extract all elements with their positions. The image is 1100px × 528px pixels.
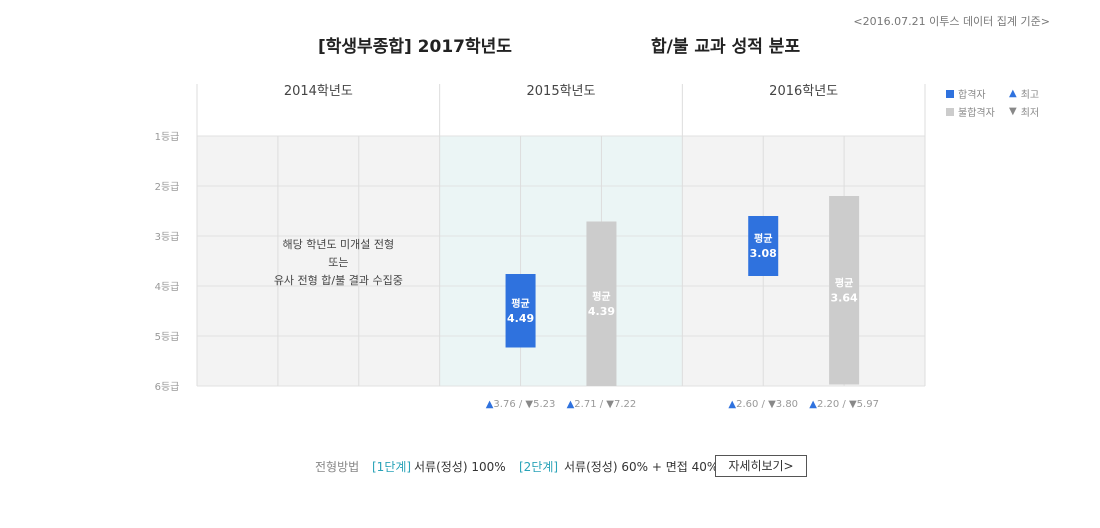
- legend-fail-label: 불합격자: [958, 108, 995, 119]
- avg-value: 3.08: [750, 247, 777, 260]
- avg-value: 4.39: [588, 305, 615, 318]
- method-label: 전형방법: [315, 460, 360, 474]
- avg-value: 3.64: [831, 291, 858, 304]
- triangle-down-icon: ▼: [1009, 106, 1017, 117]
- y-tick-label: 2등급: [155, 181, 180, 193]
- stage1-tag: [1단계]: [372, 460, 412, 474]
- legend-min: ▼ 최저: [1009, 104, 1039, 119]
- no-data-message: 유사 전형 합/불 결과 수집중: [274, 274, 403, 287]
- y-tick-label: 5등급: [155, 331, 180, 343]
- pass-bar: [748, 216, 779, 276]
- stage1-text: 서류(정성) 100%: [414, 460, 506, 474]
- title-left: [학생부종합] 2017학년도: [318, 37, 512, 57]
- year-label: 2016학년도: [769, 84, 838, 99]
- avg-value: 4.49: [507, 312, 534, 325]
- fail-bar: [586, 221, 617, 386]
- legend-min-label: 최저: [1020, 108, 1040, 119]
- legend-pass-label: 합격자: [958, 90, 986, 101]
- pass-swatch: [946, 89, 954, 98]
- y-tick-label: 1등급: [155, 131, 180, 143]
- max-min-label: ▲3.76 / ▼5.23: [486, 399, 556, 410]
- legend-pass: 합격자: [946, 86, 986, 101]
- detail-button[interactable]: 자세히보기>: [715, 455, 807, 477]
- y-tick-label: 6등급: [155, 381, 180, 393]
- stage2-tag: [2단계]: [519, 460, 559, 474]
- max-min-label: ▲2.60 / ▼3.80: [728, 399, 798, 410]
- triangle-up-icon: ▲: [1009, 88, 1017, 99]
- triangle-up-icon: ▲: [567, 399, 575, 410]
- max-min-label: ▲2.71 / ▼7.22: [567, 399, 637, 410]
- triangle-up-icon: ▲: [809, 399, 817, 410]
- title-right: 합/불 교과 성적 분포: [651, 37, 801, 57]
- triangle-down-icon: ▼: [525, 399, 533, 410]
- avg-label: 평균: [511, 297, 529, 310]
- stage2-text: 서류(정성) 60% + 면접 40%: [564, 460, 719, 474]
- avg-label: 평균: [754, 232, 772, 245]
- triangle-up-icon: ▲: [728, 399, 736, 410]
- year-label: 2015학년도: [527, 84, 596, 99]
- legend-max-label: 최고: [1020, 90, 1040, 101]
- triangle-down-icon: ▼: [849, 399, 857, 410]
- triangle-down-icon: ▼: [768, 399, 776, 410]
- max-min-label: ▲2.20 / ▼5.97: [809, 399, 879, 410]
- y-tick-label: 3등급: [155, 231, 180, 243]
- triangle-down-icon: ▼: [606, 399, 614, 410]
- fail-bar: [829, 196, 860, 385]
- avg-label: 평균: [835, 276, 853, 289]
- legend-max: ▲ 최고: [1009, 86, 1039, 101]
- no-data-message: 해당 학년도 미개설 전형: [282, 237, 394, 251]
- avg-label: 평균: [592, 290, 610, 303]
- y-tick-label: 4등급: [155, 281, 180, 293]
- no-data-message: 또는: [328, 256, 348, 269]
- highlight-column: [439, 136, 683, 386]
- triangle-up-icon: ▲: [486, 399, 494, 410]
- data-basis-note: <2016.07.21 이투스 데이터 집계 기준>: [853, 15, 1050, 28]
- year-label: 2014학년도: [284, 84, 353, 99]
- pass-bar: [505, 274, 536, 348]
- fail-swatch: [946, 107, 954, 116]
- legend-fail: 불합격자: [946, 104, 995, 119]
